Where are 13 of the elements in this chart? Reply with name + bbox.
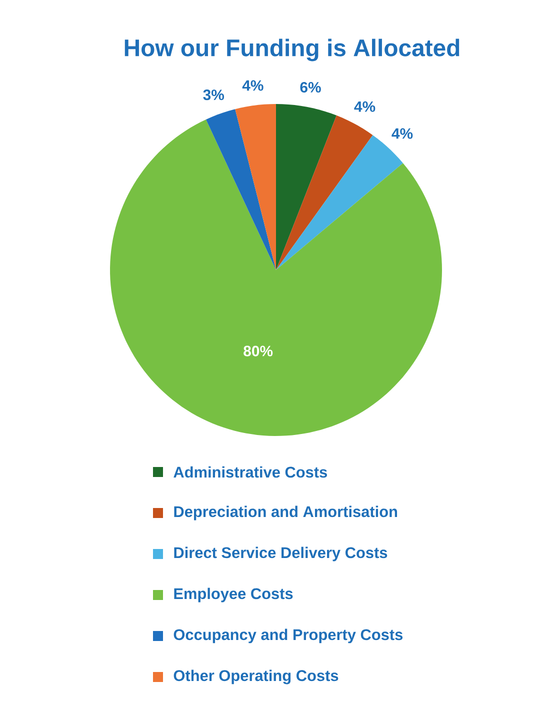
chart-title: How our Funding is Allocated: [124, 38, 460, 62]
data-label: 4%: [392, 128, 413, 139]
data-label: 4%: [242, 80, 264, 91]
legend-label: Administrative Costs: [174, 466, 327, 478]
data-label: 4%: [354, 101, 376, 112]
legend-label: Occupancy and Property Costs: [174, 628, 403, 644]
legend-label: Direct Service Delivery Costs: [174, 546, 388, 562]
legend-label: Depreciation and Amortisation: [174, 506, 398, 520]
data-label: 6%: [300, 82, 321, 93]
legend-label: Other Operating Costs: [174, 670, 338, 684]
data-label: 80%: [244, 346, 273, 356]
data-label: 3%: [203, 90, 224, 100]
legend-label: Employee Costs: [174, 588, 293, 602]
